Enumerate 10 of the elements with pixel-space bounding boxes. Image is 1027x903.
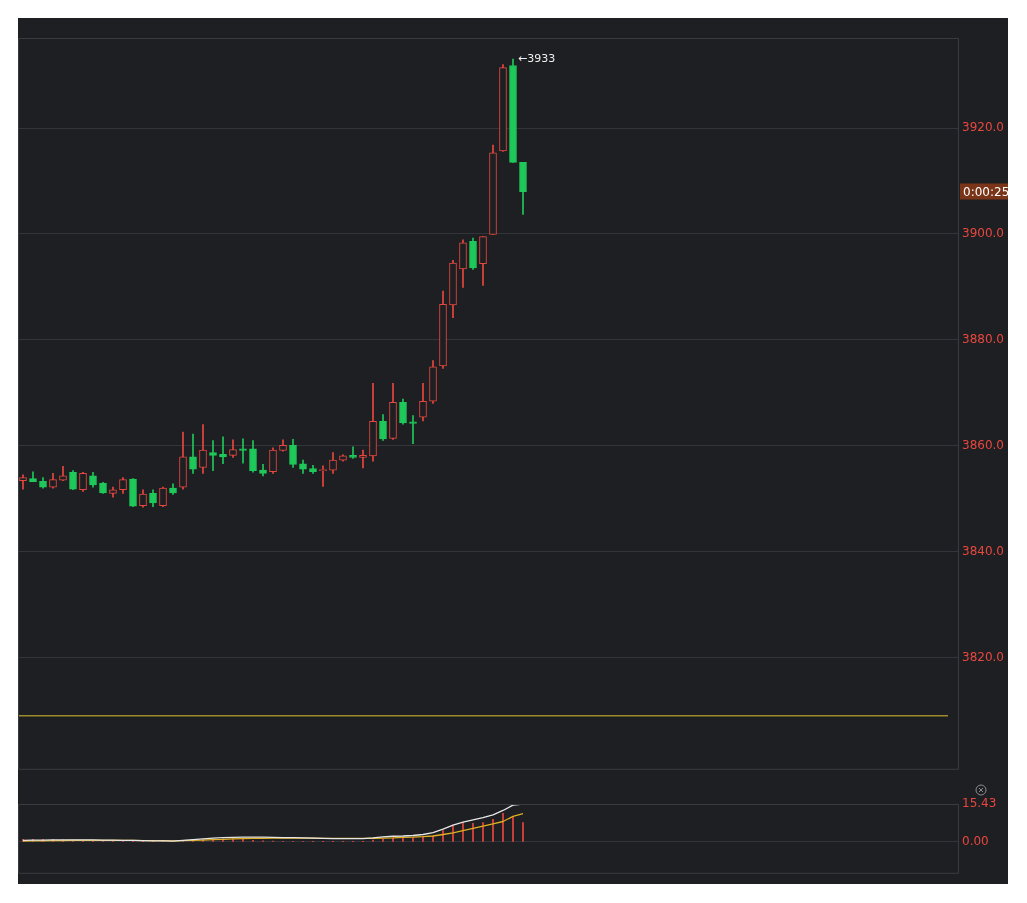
y-tick-label: 3920.0 (962, 120, 1004, 135)
y-tick-label: 3880.0 (962, 331, 1004, 346)
text: 0:00:25 (963, 184, 1010, 199)
annotation: ←3933 (518, 52, 556, 66)
y-tick-label: 3840.0 (962, 543, 1004, 558)
y-tick-label: 15.43 (962, 796, 997, 811)
y-tick-label: 0.00 (962, 834, 989, 848)
y-tick-label: 3900.0 (962, 226, 1004, 241)
y-tick-label: 3860.0 (962, 437, 1004, 452)
y-tick-label: 3820.0 (962, 649, 1004, 664)
